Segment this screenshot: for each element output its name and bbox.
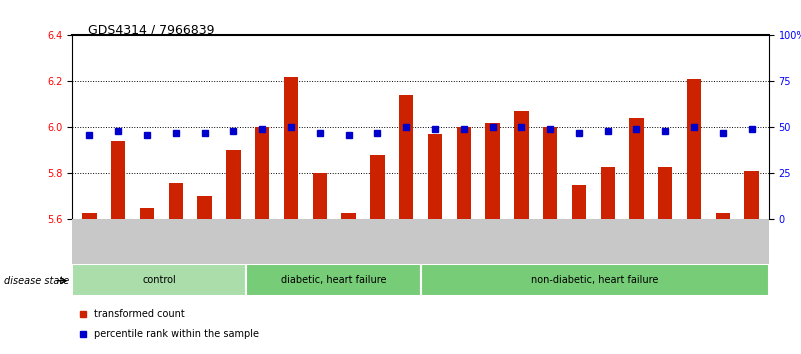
Bar [630, 118, 644, 219]
Bar [341, 212, 356, 219]
Bar [226, 150, 240, 219]
Bar [543, 127, 557, 219]
Bar [687, 79, 702, 219]
Text: GDS4314 / 7966839: GDS4314 / 7966839 [88, 23, 215, 36]
Bar [197, 196, 211, 219]
Bar [284, 77, 298, 219]
Text: disease state: disease state [4, 276, 69, 286]
Bar [83, 212, 97, 219]
Bar [428, 135, 442, 219]
Bar [168, 183, 183, 219]
Text: diabetic, heart failure: diabetic, heart failure [280, 275, 386, 285]
Bar [399, 95, 413, 219]
Bar [715, 212, 730, 219]
Bar [421, 264, 769, 296]
Bar [72, 264, 247, 296]
Bar [572, 185, 586, 219]
Bar [111, 141, 126, 219]
Text: non-diabetic, heart failure: non-diabetic, heart failure [531, 275, 658, 285]
Bar [247, 264, 421, 296]
Bar [255, 127, 269, 219]
Bar [457, 127, 471, 219]
Bar [370, 155, 384, 219]
Text: percentile rank within the sample: percentile rank within the sample [95, 330, 260, 339]
Bar [139, 208, 154, 219]
Bar [601, 166, 615, 219]
Bar [514, 111, 529, 219]
Bar [658, 166, 673, 219]
Bar [312, 173, 327, 219]
Bar [744, 171, 759, 219]
Bar [485, 123, 500, 219]
Text: transformed count: transformed count [95, 309, 185, 319]
Text: control: control [143, 275, 176, 285]
